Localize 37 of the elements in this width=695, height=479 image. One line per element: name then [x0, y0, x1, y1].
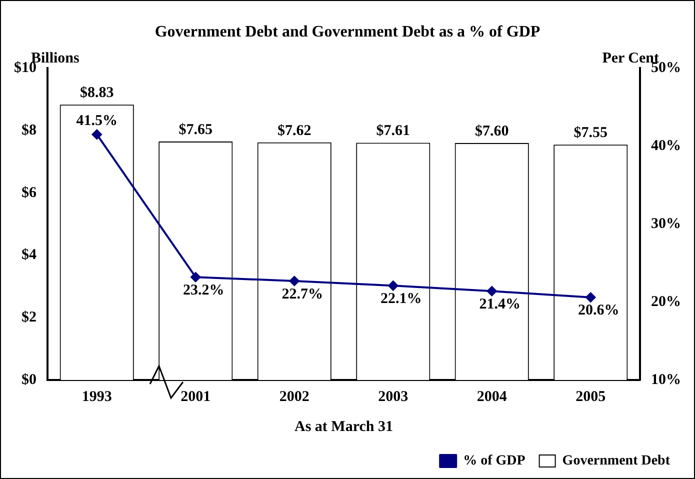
data-label: 22.1% [380, 291, 422, 308]
y-tick-label: $2 [22, 310, 36, 326]
y-tick-label: $0 [22, 372, 36, 388]
point [486, 286, 497, 296]
point [190, 272, 201, 282]
x-tick-label: 2005 [576, 388, 606, 405]
point [289, 276, 300, 286]
data-label: $7.61 [376, 123, 410, 140]
y2-tick-label: 20% [651, 294, 681, 310]
y2-tick-label: 40% [651, 138, 681, 154]
y-tick-label: $4 [22, 247, 37, 264]
data-label: $7.60 [475, 123, 509, 140]
x-tick-label: 2001 [180, 388, 211, 405]
data-label: 22.7% [282, 286, 323, 302]
data-label: 21.4% [479, 296, 520, 313]
x-axis-title: As at March 31 [294, 418, 393, 435]
data-label: $7.65 [178, 122, 212, 138]
data-label: $8.83 [80, 85, 114, 102]
y-tick-label: $6 [22, 184, 37, 201]
x-tick-label: 1993 [82, 388, 112, 405]
y2-tick-label: 30% [651, 216, 681, 232]
legend-label: % of GDP [463, 454, 526, 469]
x-tick-label: 2003 [378, 388, 408, 405]
chart-title: Government Debt and Government Debt as a % of GDP [154, 24, 540, 41]
data-label: 23.2% [183, 282, 224, 298]
data-label: 20.6% [578, 302, 620, 319]
point [388, 280, 398, 291]
legend-label: Government Debt [562, 454, 670, 469]
point [586, 292, 596, 302]
point [92, 129, 102, 140]
y-tick-label: $8 [22, 122, 36, 138]
data-label: 41.5% [76, 112, 118, 129]
data-label: $7.55 [574, 124, 608, 141]
x-tick-label: 2002 [279, 388, 310, 405]
data-label: $7.62 [278, 122, 312, 139]
y2-tick-label: 10% [651, 372, 681, 388]
x-tick-label: 2004 [476, 388, 508, 405]
